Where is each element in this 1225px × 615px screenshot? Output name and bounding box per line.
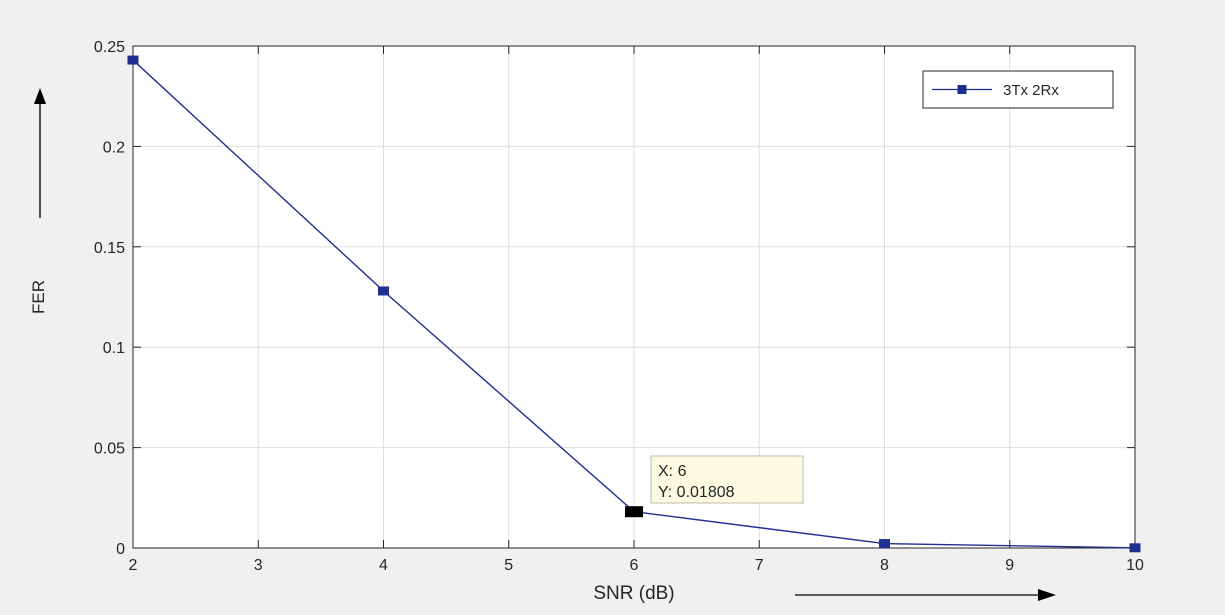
x-tick-label: 3 <box>254 557 263 574</box>
datatip[interactable]: X: 6 Y: 0.01808 <box>625 455 804 518</box>
x-axis-arrow-icon <box>795 589 1056 601</box>
y-tick-label: 0 <box>116 541 125 558</box>
y-tick-label: 0.05 <box>94 441 125 458</box>
x-tick-label: 7 <box>755 557 764 574</box>
x-tick-label: 2 <box>129 557 138 574</box>
datatip-box <box>650 455 804 504</box>
data-point-marker[interactable] <box>1129 543 1141 553</box>
y-tick-label: 0.15 <box>94 240 125 257</box>
datatip-y-text: Y: 0.01808 <box>658 484 735 501</box>
legend[interactable]: 3Tx 2Rx <box>922 70 1114 109</box>
x-axis-label: SNR (dB) <box>593 583 674 604</box>
x-tick-label: 5 <box>504 557 513 574</box>
y-tick-label: 0.1 <box>103 340 125 357</box>
datatip-x-text: X: 6 <box>658 463 687 480</box>
x-tick-label: 4 <box>379 557 388 574</box>
axis-ticks: 2 3 4 5 6 7 8 9 10 0 0.05 0.1 0.15 0.2 0.25 <box>94 39 1144 574</box>
x-tick-label: 9 <box>1005 557 1014 574</box>
y-axis-arrow-icon <box>34 88 46 218</box>
y-axis-label: FER <box>29 280 48 314</box>
data-point-marker[interactable] <box>378 286 389 296</box>
legend-marker <box>957 85 967 94</box>
data-point-marker[interactable] <box>127 55 139 65</box>
legend-box <box>922 70 1114 109</box>
y-tick-label: 0.2 <box>103 139 125 156</box>
x-tick-label: 8 <box>880 557 889 574</box>
data-point-marker[interactable] <box>879 539 890 549</box>
datatip-marker <box>625 506 643 518</box>
legend-entry-label: 3Tx 2Rx <box>1003 82 1059 99</box>
y-tick-label: 0.25 <box>94 39 125 56</box>
x-tick-label: 10 <box>1126 557 1144 574</box>
x-tick-label: 6 <box>630 557 639 574</box>
